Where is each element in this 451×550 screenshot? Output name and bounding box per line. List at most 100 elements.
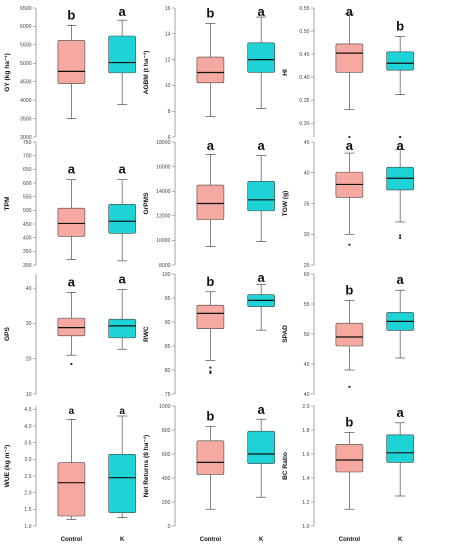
y-tick-label: 14 — [165, 32, 171, 38]
y-tick-label: 10000 — [156, 238, 171, 244]
outlier-point — [209, 366, 212, 369]
significance-letter: a — [119, 406, 125, 417]
y-tick-label: 0 — [168, 524, 171, 530]
y-axis-label: GPS — [4, 326, 11, 341]
outlier-point — [348, 243, 351, 246]
y-tick-label: 85 — [165, 344, 171, 350]
iqr-box — [335, 444, 364, 473]
box-control: b — [57, 7, 86, 119]
y-tick-label: 0.30 — [299, 121, 309, 127]
chart-panel: 0 200 400 600 800 1000 Net Returns ($ ha⁻¹) b Co… — [143, 402, 275, 543]
y-tick-label: 90 — [165, 320, 171, 326]
iqr-box — [196, 440, 225, 475]
y-axis-label: SPAD — [282, 325, 289, 343]
y-tick-label: 40 — [304, 171, 310, 177]
y-tick-label: 100 — [162, 272, 171, 278]
y-tick-label: 0.40 — [299, 75, 309, 81]
iqr-box — [108, 454, 136, 513]
chart-panel: 75 80 85 90 95 100 RWC b a — [143, 270, 275, 398]
y-tick-label: 25 — [304, 263, 310, 269]
significance-letter: a — [119, 162, 127, 177]
y-tick-label: 40 — [26, 286, 32, 292]
box-k: a — [386, 405, 414, 497]
y-tick-label: 8000 — [159, 263, 171, 269]
x-category-label: Control — [200, 537, 222, 543]
y-tick-label: 10 — [26, 392, 32, 398]
chart-panel: 3000 3500 4000 4500 5000 5500 6000 6500 GY (kg h… — [4, 4, 136, 141]
y-tick-label: 12 — [165, 57, 171, 63]
box-control: b — [196, 274, 225, 374]
iqr-box — [247, 42, 275, 73]
y-axis-label: Net Returns ($ ha⁻¹) — [143, 435, 150, 497]
y-tick-label: 4.0 — [24, 424, 31, 430]
y-tick-label: 800 — [162, 428, 171, 434]
x-category-label: K — [120, 537, 125, 543]
x-category-label: K — [259, 537, 264, 543]
y-tick-label: 1.4 — [302, 476, 309, 482]
chart-panel: 1.0 1.2 1.4 1.6 1.8 2.0 BC Ratio b Control a K — [282, 404, 414, 543]
box-k: a — [108, 272, 136, 350]
box-k: a — [247, 4, 275, 109]
y-tick-label: 30 — [26, 321, 32, 327]
y-tick-label: 600 — [23, 181, 32, 187]
y-tick-label: 3.5 — [24, 440, 31, 446]
y-tick-label: 2.0 — [24, 490, 31, 496]
y-tick-label: 10 — [165, 83, 171, 89]
iqr-box — [335, 322, 364, 347]
y-tick-label: 1.6 — [302, 452, 309, 458]
x-category-label: Control — [339, 537, 361, 543]
iqr-box — [108, 35, 136, 74]
box-control: a — [335, 138, 364, 246]
y-tick-label: 45 — [304, 362, 310, 368]
y-axis-label: GY (kg ha⁻¹) — [4, 53, 11, 92]
y-tick-label: 1.0 — [24, 524, 31, 530]
y-tick-label: 4500 — [20, 80, 32, 86]
y-tick-label: 500 — [23, 208, 32, 214]
iqr-box — [386, 51, 414, 71]
y-tick-label: 1.0 — [302, 524, 309, 530]
chart-panel: 25 30 35 40 45 TGW (g) a a — [282, 138, 414, 269]
y-tick-label: 4.5 — [24, 407, 31, 413]
y-tick-label: 750 — [23, 140, 32, 146]
significance-letter: a — [119, 4, 127, 19]
iqr-box — [196, 304, 225, 330]
y-tick-label: 60 — [304, 272, 310, 278]
box-control: b — [196, 408, 225, 510]
y-tick-label: 1.5 — [24, 507, 31, 513]
y-tick-label: 0.45 — [299, 52, 309, 58]
y-tick-label: 8 — [168, 109, 171, 115]
significance-letter: b — [206, 408, 214, 423]
y-axis-label: TGW (g) — [282, 191, 289, 217]
box-control: a — [57, 406, 86, 520]
significance-letter: b — [67, 7, 75, 22]
y-tick-label: 12000 — [156, 214, 171, 220]
box-k: a — [386, 138, 414, 240]
significance-letter: a — [397, 405, 405, 420]
y-tick-label: 14000 — [156, 189, 171, 195]
y-tick-label: 0.50 — [299, 29, 309, 35]
significance-letter: a — [258, 138, 266, 153]
y-tick-label: 18000 — [156, 140, 171, 146]
box-k: a — [247, 402, 275, 498]
significance-letter: a — [119, 272, 127, 287]
significance-letter: b — [345, 414, 353, 429]
iqr-box — [57, 317, 86, 337]
y-tick-label: 5500 — [20, 43, 32, 49]
y-tick-label: 1000 — [159, 404, 171, 410]
chart-panel: 300 350 400 450 500 550 600 650 700 750 TPM a a — [4, 140, 136, 269]
y-tick-label: 20 — [26, 357, 32, 363]
y-tick-label: 6000 — [20, 24, 32, 30]
y-axis-label: WUE (kg m⁻³) — [4, 445, 11, 488]
y-tick-label: 30 — [304, 232, 310, 238]
significance-letter: a — [69, 406, 75, 417]
y-tick-label: 4000 — [20, 98, 32, 104]
y-tick-label: 2.5 — [24, 474, 31, 480]
y-tick-label: 5000 — [20, 61, 32, 67]
significance-letter: b — [396, 19, 404, 34]
box-k: a — [386, 272, 414, 359]
y-tick-label: 200 — [162, 500, 171, 506]
significance-letter: b — [206, 274, 214, 289]
box-k: a — [108, 4, 136, 105]
y-tick-label: 6500 — [20, 6, 32, 12]
